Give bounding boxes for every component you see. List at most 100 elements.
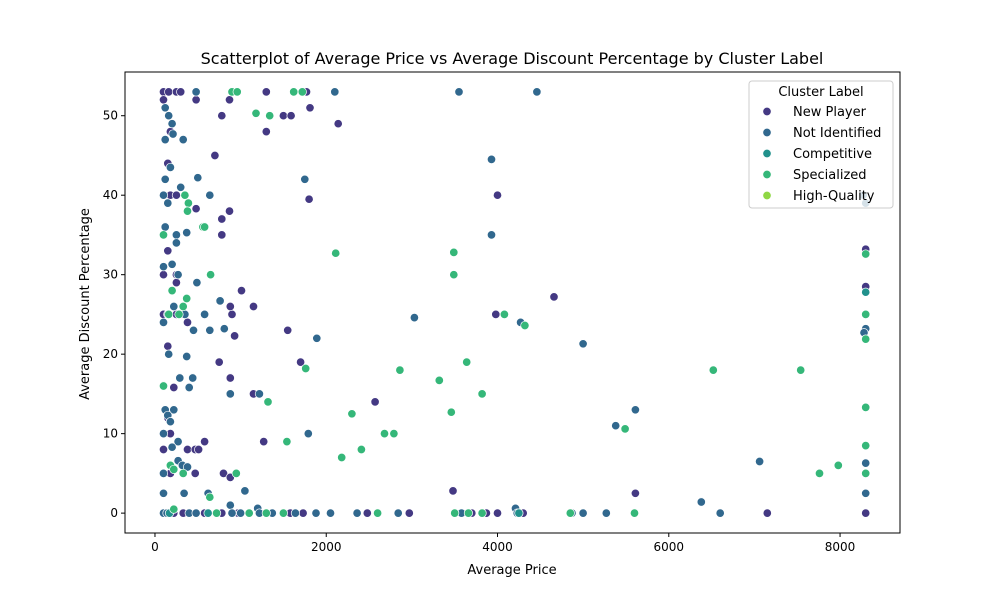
data-point (389, 429, 399, 439)
data-point (158, 190, 169, 200)
data-point (164, 111, 174, 121)
data-point (193, 173, 203, 183)
data-point (163, 198, 173, 208)
data-point (225, 301, 235, 312)
data-point (301, 363, 311, 374)
data-point (861, 488, 871, 498)
y-tick-label: 50 (103, 109, 118, 123)
data-point (171, 230, 181, 240)
data-point (158, 262, 169, 272)
data-point (205, 325, 215, 335)
data-point (167, 119, 177, 129)
x-axis-label: Average Price (467, 563, 556, 578)
points-layer (158, 87, 871, 518)
data-point (183, 198, 193, 208)
x-tick-label: 2000 (311, 540, 342, 554)
data-point (231, 468, 241, 478)
data-point (160, 174, 170, 184)
data-point (303, 429, 313, 439)
data-point (356, 444, 366, 455)
data-point (278, 111, 288, 121)
data-point (169, 405, 179, 415)
data-point (486, 154, 497, 164)
data-point (861, 508, 871, 518)
data-point (179, 488, 189, 498)
legend-entry: Specialized (762, 168, 867, 183)
x-tick-label: 6000 (654, 540, 685, 554)
data-point (708, 365, 718, 375)
data-point (158, 429, 169, 439)
data-point (164, 349, 174, 359)
data-point (205, 492, 215, 502)
data-point (450, 508, 460, 518)
y-axis-label: Average Discount Percentage (78, 208, 93, 400)
data-point (861, 287, 871, 297)
data-point (232, 87, 242, 97)
data-point (160, 222, 170, 232)
data-point (203, 508, 213, 518)
data-point (236, 508, 246, 518)
data-point (409, 313, 419, 323)
legend-label: Specialized (793, 168, 867, 183)
data-point (286, 111, 296, 121)
data-point (393, 508, 403, 518)
data-point (217, 230, 227, 240)
data-point (214, 357, 224, 367)
plot-area-border (124, 71, 901, 534)
data-point (160, 135, 170, 145)
data-point (163, 341, 173, 351)
data-point (182, 317, 193, 327)
data-point (158, 381, 169, 391)
data-point (514, 508, 524, 518)
data-point (158, 444, 169, 455)
data-point (330, 87, 340, 97)
legend-entry: Not Identified (762, 126, 881, 141)
data-point (169, 301, 179, 312)
data-point (182, 444, 193, 455)
data-point (175, 373, 185, 383)
series-competitive (164, 287, 871, 518)
data-point (191, 87, 201, 97)
data-point (578, 339, 588, 349)
data-point (227, 508, 237, 518)
data-point (164, 309, 174, 319)
data-point (188, 325, 199, 335)
data-point (200, 437, 210, 447)
data-point (434, 375, 444, 385)
legend-title: Cluster Label (778, 85, 863, 100)
data-point (762, 508, 772, 518)
data-point (630, 405, 640, 415)
data-point (532, 87, 542, 97)
data-point (224, 206, 235, 216)
data-point (225, 389, 235, 399)
y-tick-label: 0 (110, 506, 118, 520)
legend-entry: Competitive (762, 147, 872, 162)
data-point (696, 497, 706, 507)
data-point (188, 373, 198, 383)
data-point (491, 309, 501, 319)
legend-marker (762, 190, 772, 201)
data-point (629, 508, 640, 518)
data-point (173, 437, 183, 447)
data-point (454, 87, 464, 97)
data-point (194, 444, 204, 455)
data-point (251, 108, 261, 118)
x-tick-label: 0 (151, 540, 159, 554)
data-point (290, 508, 300, 518)
data-point (230, 331, 240, 341)
data-point (492, 508, 503, 518)
data-point (304, 194, 314, 204)
data-point (158, 95, 169, 105)
data-point (178, 301, 188, 312)
data-point (158, 488, 169, 498)
data-point (833, 460, 843, 470)
data-point (325, 508, 336, 518)
data-point (278, 508, 288, 518)
data-point (565, 508, 575, 518)
data-point (477, 508, 487, 518)
data-point (263, 397, 273, 407)
data-point (227, 309, 237, 319)
data-point (601, 508, 611, 518)
data-point (200, 309, 210, 319)
